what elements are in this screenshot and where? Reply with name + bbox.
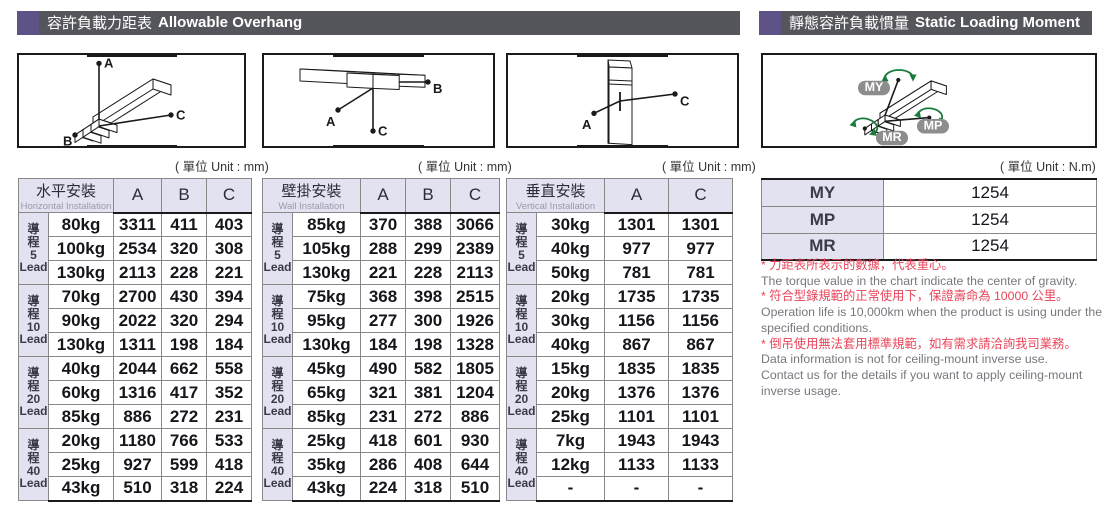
svg-text:A: A: [326, 114, 336, 129]
svg-text:B: B: [433, 81, 442, 96]
svg-text:C: C: [378, 124, 388, 139]
svg-text:MR: MR: [882, 130, 901, 144]
svg-text:C: C: [680, 94, 690, 109]
svg-text:MY: MY: [865, 80, 884, 94]
svg-text:C: C: [176, 108, 186, 123]
svg-text:MP: MP: [924, 118, 943, 132]
svg-text:A: A: [104, 56, 114, 71]
svg-text:A: A: [582, 117, 592, 132]
svg-text:B: B: [63, 134, 72, 149]
